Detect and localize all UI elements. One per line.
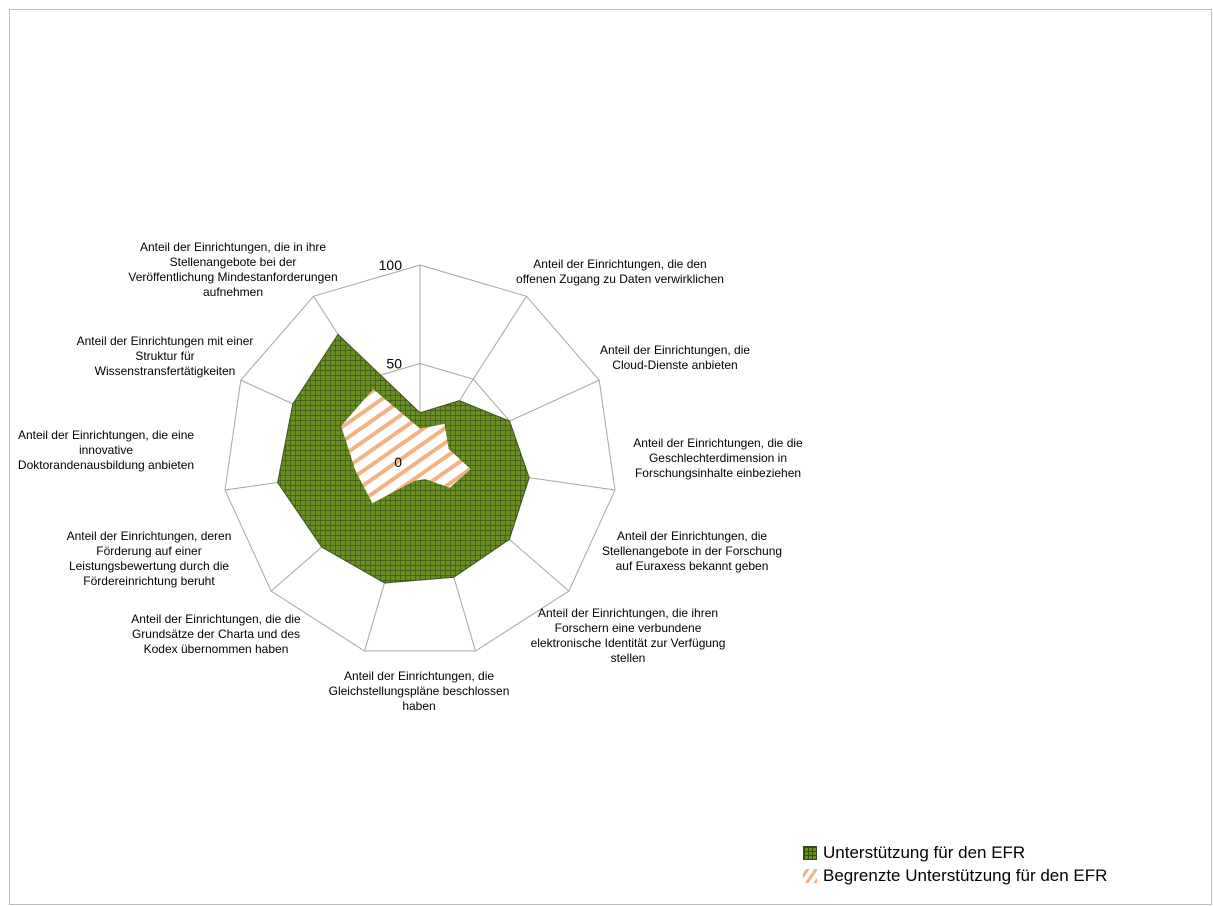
tick-label-100: 100	[379, 257, 403, 273]
radar-series	[277, 333, 530, 584]
category-label-3: Anteil der Einrichtungen, die Stellenang…	[601, 529, 783, 573]
category-label-8: Anteil der Einrichtungen, die eine innov…	[17, 428, 195, 472]
category-label-4: Anteil der Einrichtungen, die ihren Fors…	[530, 606, 726, 665]
tick-label-50: 50	[386, 356, 402, 372]
category-label-5: Anteil der Einrichtungen, die Gleichstel…	[328, 669, 510, 713]
legend: Unterstützung für den EFR Begrenzte Unte…	[803, 841, 1107, 887]
category-label-9: Anteil der Einrichtungen mit einer Struk…	[76, 334, 254, 378]
category-label-7: Anteil der Einrichtungen, deren Förderun…	[66, 529, 232, 588]
legend-label-support: Unterstützung für den EFR	[823, 843, 1026, 862]
legend-item-support: Unterstützung für den EFR	[803, 841, 1107, 864]
legend-swatch-support	[803, 845, 817, 860]
legend-item-limited: Begrenzte Unterstützung für den EFR	[803, 864, 1107, 887]
category-label-2: Anteil der Einrichtungen, die die Geschl…	[633, 436, 803, 480]
category-label-6: Anteil der Einrichtungen, die die Grunds…	[131, 612, 301, 656]
chart-frame	[9, 9, 1212, 905]
legend-label-limited: Begrenzte Unterstützung für den EFR	[823, 866, 1108, 885]
legend-swatch-limited	[803, 868, 817, 883]
category-label-0: Anteil der Einrichtungen, die den offene…	[516, 257, 724, 286]
grid-ring-100	[224, 264, 616, 652]
series-area-1	[341, 389, 471, 504]
tick-label-0: 0	[394, 454, 402, 470]
category-label-10: Anteil der Einrichtungen, die in ihre St…	[128, 240, 338, 299]
radar-tick-labels: 0 50 100	[379, 257, 403, 470]
category-label-1: Anteil der Einrichtungen, die Cloud-Dien…	[599, 343, 751, 372]
